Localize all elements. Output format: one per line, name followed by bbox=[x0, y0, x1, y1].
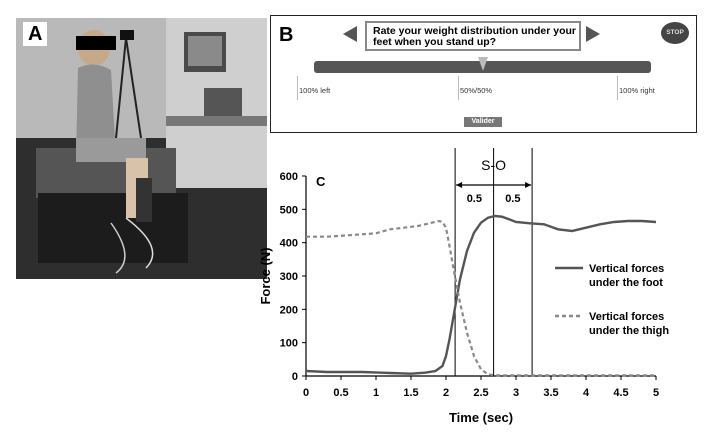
y-tick-label: 200 bbox=[280, 304, 298, 316]
validate-button[interactable]: Valider bbox=[464, 117, 502, 127]
interval-label: S-O bbox=[481, 157, 506, 173]
x-tick-label: 0 bbox=[303, 387, 309, 399]
y-tick-label: 600 bbox=[280, 171, 298, 183]
force-chart-panel: 0 0.5 1 1.5 2 2.5 3 3.5 4 4.5 5 0 100 200 300 400 500 600… bbox=[250, 140, 720, 440]
x-tick-label: 4 bbox=[583, 387, 590, 399]
force-chart: 0 0.5 1 1.5 2 2.5 3 3.5 4 4.5 5 0 100 200 300 400 500 600… bbox=[258, 148, 669, 425]
x-tick-label: 3 bbox=[513, 387, 519, 399]
stop-button[interactable]: STOP bbox=[661, 22, 689, 44]
arrowhead-left-icon bbox=[456, 182, 463, 188]
series-thigh-line bbox=[306, 219, 656, 377]
x-tick-label: 1.5 bbox=[403, 387, 418, 399]
photo-panel: A bbox=[16, 18, 267, 279]
rating-slider-thumb[interactable] bbox=[477, 57, 488, 71]
interval-half-right: 0.5 bbox=[505, 193, 520, 205]
subject-photo bbox=[16, 18, 267, 279]
scale-label-right: 100% right bbox=[617, 76, 655, 100]
x-tick-label: 2 bbox=[443, 387, 449, 399]
y-tick-label: 300 bbox=[280, 271, 298, 283]
y-tick-label: 100 bbox=[280, 338, 298, 350]
rating-question: Rate your weight distribution under your… bbox=[365, 21, 581, 51]
panel-label-b: B bbox=[279, 24, 294, 46]
y-axis-title: Force (N) bbox=[258, 247, 273, 304]
scale-label-left: 100% left bbox=[296, 76, 331, 100]
series-foot-line bbox=[305, 214, 657, 375]
y-tick-label: 400 bbox=[280, 238, 298, 250]
x-tick-label: 4.5 bbox=[613, 387, 628, 399]
legend-entry: Vertical forces under the foot bbox=[589, 263, 664, 289]
x-tick-label: 2.5 bbox=[473, 387, 488, 399]
y-tick-label: 0 bbox=[292, 371, 298, 383]
y-tick-label: 500 bbox=[280, 204, 298, 216]
panel-label-c: C bbox=[316, 174, 326, 189]
interval-half-left: 0.5 bbox=[467, 193, 482, 205]
legend-entry: Vertical forces under the thigh bbox=[589, 311, 669, 337]
rating-panel: B Rate your weight distribution under yo… bbox=[270, 15, 697, 133]
x-tick-label: 1 bbox=[373, 387, 379, 399]
x-tick-label: 0.5 bbox=[333, 387, 348, 399]
arrow-left-icon[interactable] bbox=[343, 26, 357, 42]
x-tick-label: 3.5 bbox=[543, 387, 558, 399]
panel-label-a: A bbox=[23, 22, 48, 46]
x-tick-label: 5 bbox=[653, 387, 659, 399]
scale-label-middle: 50%/50% bbox=[457, 76, 493, 100]
x-axis-title: Time (sec) bbox=[449, 410, 513, 425]
arrow-right-icon[interactable] bbox=[586, 26, 600, 42]
arrowhead-right-icon bbox=[525, 182, 532, 188]
